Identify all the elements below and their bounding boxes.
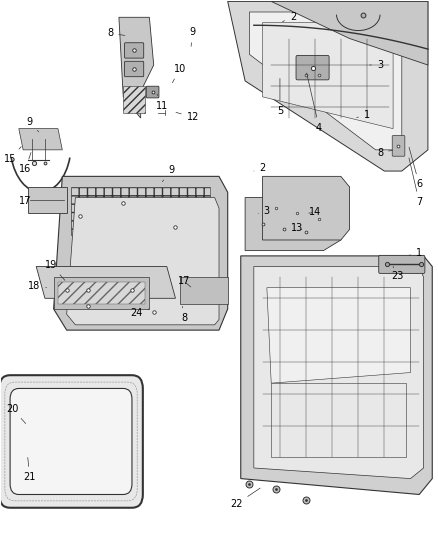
Text: 1: 1 [357, 110, 370, 120]
Text: 8: 8 [107, 28, 125, 38]
Text: 5: 5 [277, 78, 283, 116]
Polygon shape [28, 187, 67, 214]
Text: 20: 20 [6, 403, 26, 424]
Text: 24: 24 [130, 308, 149, 318]
FancyBboxPatch shape [0, 375, 143, 508]
FancyBboxPatch shape [392, 135, 405, 156]
Text: 7: 7 [409, 158, 422, 207]
Polygon shape [58, 282, 145, 304]
Text: 2: 2 [254, 164, 266, 173]
Text: 13: 13 [291, 223, 304, 233]
Text: 8: 8 [181, 306, 187, 324]
Polygon shape [67, 198, 219, 325]
Polygon shape [53, 176, 228, 330]
Polygon shape [245, 198, 341, 251]
Text: 16: 16 [19, 152, 32, 174]
Polygon shape [228, 2, 428, 171]
Polygon shape [119, 17, 154, 118]
Text: 21: 21 [24, 457, 36, 482]
Text: 10: 10 [173, 64, 186, 83]
Text: 1: 1 [409, 248, 422, 259]
Polygon shape [250, 12, 402, 150]
Text: 17: 17 [178, 276, 191, 287]
Text: 18: 18 [28, 281, 46, 291]
Text: 3: 3 [258, 206, 270, 216]
Text: 19: 19 [45, 260, 65, 280]
FancyBboxPatch shape [124, 43, 144, 58]
Text: 3: 3 [370, 60, 383, 70]
Polygon shape [262, 176, 350, 240]
Text: 6: 6 [409, 147, 422, 189]
Polygon shape [271, 2, 428, 65]
Text: 9: 9 [162, 165, 174, 182]
Text: 12: 12 [176, 112, 199, 122]
FancyBboxPatch shape [146, 86, 159, 98]
Polygon shape [241, 256, 432, 495]
Polygon shape [271, 383, 406, 457]
Polygon shape [262, 22, 393, 128]
Polygon shape [267, 288, 410, 383]
Polygon shape [254, 266, 424, 479]
Text: 23: 23 [391, 266, 404, 280]
FancyBboxPatch shape [124, 61, 144, 77]
FancyBboxPatch shape [379, 255, 425, 273]
Text: 17: 17 [19, 196, 32, 206]
Polygon shape [123, 86, 145, 113]
FancyBboxPatch shape [10, 389, 132, 495]
Text: 9: 9 [27, 117, 39, 132]
Text: 8: 8 [377, 148, 392, 158]
Polygon shape [71, 187, 210, 235]
FancyBboxPatch shape [296, 55, 329, 80]
Polygon shape [36, 266, 176, 298]
Polygon shape [19, 128, 62, 150]
FancyBboxPatch shape [297, 205, 308, 220]
Text: 15: 15 [4, 147, 21, 164]
Text: 11: 11 [156, 94, 169, 111]
Text: 22: 22 [230, 488, 260, 509]
Text: 14: 14 [309, 207, 321, 217]
Text: 4: 4 [307, 73, 322, 133]
Text: 2: 2 [283, 12, 296, 22]
Polygon shape [180, 277, 228, 304]
Text: 9: 9 [190, 27, 196, 46]
Polygon shape [53, 277, 149, 309]
